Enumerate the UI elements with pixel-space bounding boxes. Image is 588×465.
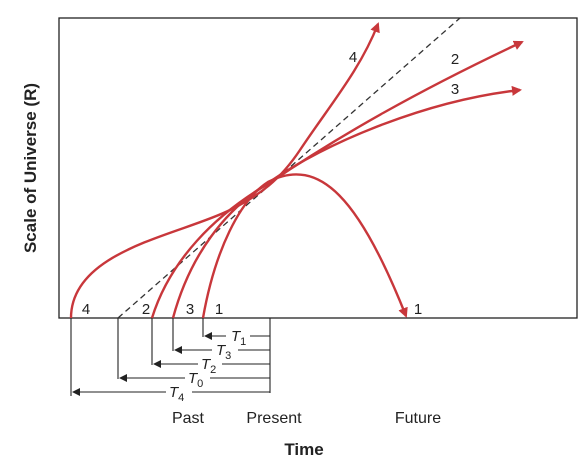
plot-frame: [58, 17, 578, 319]
time-label-future: Future: [395, 410, 441, 427]
curve-1: [201, 173, 408, 319]
curve-4: [69, 22, 380, 319]
curve-label-2-top: 2: [451, 51, 459, 68]
interval-label-t4: T4: [169, 384, 184, 404]
time-label-past: Past: [172, 410, 205, 427]
interval-label-t1: T1: [231, 328, 246, 348]
curve-label-3-start: 3: [186, 301, 194, 318]
interval-label-t0: T0: [188, 370, 203, 390]
curve-2: [150, 40, 524, 319]
curve-label-4-top: 4: [349, 49, 357, 66]
curve-label-1-bottom: 1: [414, 301, 422, 318]
curve-label-2-start: 2: [142, 301, 150, 318]
x-axis-label: Time: [284, 440, 323, 459]
curve-label-1-start: 1: [215, 301, 223, 318]
time-label-present: Present: [246, 410, 302, 427]
interval-label-t2: T2: [201, 356, 216, 376]
interval-brackets: [70, 318, 271, 396]
curve-label-4-start: 4: [82, 301, 90, 318]
curve-label-3-top: 3: [451, 81, 459, 98]
y-axis-label: Scale of Universe (R): [21, 83, 40, 253]
interval-label-t3: T3: [216, 342, 231, 362]
